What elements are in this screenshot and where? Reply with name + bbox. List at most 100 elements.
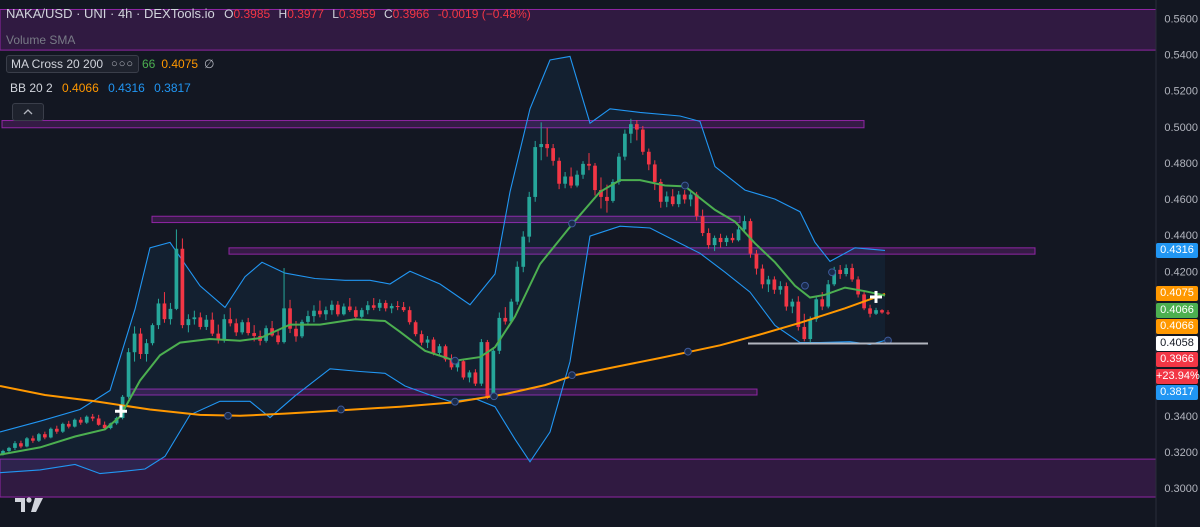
- candle-body: [383, 302, 388, 309]
- candle-body: [216, 333, 221, 340]
- candle-body: [371, 305, 376, 308]
- price-badge: 0.3966: [1156, 352, 1198, 368]
- price-axis-tick: 0.3200: [1164, 447, 1198, 459]
- candle-body: [126, 352, 131, 397]
- candle-body: [19, 443, 23, 447]
- price-badge: 0.4058: [1156, 335, 1198, 351]
- candle-body: [886, 312, 890, 314]
- candle-body: [742, 221, 747, 230]
- candle-body: [425, 339, 430, 343]
- candle-body: [844, 268, 848, 275]
- close-key: C: [383, 7, 393, 21]
- candle-body: [820, 299, 825, 307]
- candle-body: [557, 160, 561, 184]
- candle-body: [43, 434, 47, 438]
- price-badge: 0.4075: [1156, 286, 1198, 302]
- candle-body: [874, 310, 878, 314]
- price-axis-tick: 0.4600: [1164, 194, 1198, 206]
- price-axis-tick: 0.4400: [1164, 230, 1198, 242]
- tradingview-logo[interactable]: [14, 495, 44, 515]
- symbol-title[interactable]: NAKA/USD · UNI · 4h · DEXTools.io: [6, 6, 215, 21]
- candle-body: [551, 148, 555, 161]
- candle-body: [826, 284, 831, 307]
- candle-body: [503, 317, 508, 322]
- candle-body: [210, 319, 215, 334]
- candle-body: [413, 322, 418, 335]
- ma-20-line: [0, 179, 886, 456]
- candle-body: [162, 303, 167, 320]
- tradingview-logo-icon: [15, 497, 43, 512]
- candle-body: [401, 307, 406, 311]
- candle-body: [240, 322, 245, 333]
- cross-dot-marker: [828, 268, 836, 277]
- candle-body: [31, 438, 35, 441]
- candle-body: [90, 416, 95, 419]
- candle-body: [377, 302, 382, 308]
- bollinger-row[interactable]: BB 20 2 0.4066 0.4316 0.3817: [10, 81, 191, 95]
- candle-body: [838, 269, 843, 275]
- candle-body: [629, 124, 633, 134]
- candle-body: [658, 181, 663, 202]
- candle-body: [455, 361, 460, 368]
- candle-body: [850, 268, 854, 280]
- candle-body: [48, 428, 53, 438]
- candle-body: [138, 333, 143, 355]
- candle-body: [294, 328, 298, 337]
- candle-body: [712, 237, 717, 246]
- candle-body: [120, 396, 125, 418]
- candle-body: [527, 196, 532, 237]
- candle-body: [336, 304, 340, 315]
- candle-body: [246, 322, 251, 334]
- candle-body: [700, 216, 705, 234]
- candle-body: [359, 310, 364, 317]
- chevron-up-icon: [23, 109, 33, 115]
- candle-body: [611, 181, 615, 201]
- candle-body: [652, 164, 657, 182]
- candle-body: [784, 286, 789, 307]
- candle-body: [318, 310, 322, 315]
- candle-body: [407, 310, 412, 323]
- high-key: H: [278, 7, 288, 21]
- price-badge: 0.4066: [1156, 302, 1198, 318]
- more-options-icon[interactable]: ○○○: [111, 58, 134, 70]
- candle-body: [37, 434, 41, 441]
- candle-body: [724, 237, 729, 243]
- bollinger-upper-line: [0, 55, 886, 433]
- candle-body: [736, 229, 741, 241]
- candle-body: [60, 423, 65, 432]
- candle-body: [7, 447, 11, 451]
- zone-rect: [151, 215, 741, 224]
- ma-200-line: [0, 292, 886, 417]
- candle-body: [204, 319, 209, 327]
- price-badge: +23.94%: [1156, 368, 1200, 384]
- symbol-row: NAKA/USD · UNI · 4h · DEXTools.io O0.398…: [6, 6, 536, 21]
- candle-body: [688, 194, 693, 200]
- candle-body: [868, 308, 872, 314]
- candle-body: [670, 196, 675, 205]
- candle-body: [515, 266, 520, 302]
- candle-body: [180, 248, 185, 326]
- volume-indicator-label[interactable]: Volume SMA: [6, 33, 76, 47]
- candle-body: [186, 319, 191, 326]
- zone-rect: [228, 247, 1036, 255]
- cross-dot-marker: [490, 392, 498, 401]
- candle-body: [282, 308, 286, 343]
- candle-body: [437, 346, 442, 353]
- price-axis-tick: 0.3400: [1164, 411, 1198, 423]
- candle-body: [509, 301, 514, 322]
- cross-dot-marker: [801, 281, 809, 290]
- collapse-legend-button[interactable]: [12, 103, 44, 121]
- ma-cross-row: MA Cross 20 200 ○○○ 66 0.4075 ∅: [6, 54, 215, 74]
- cross-dot-marker: [451, 356, 459, 365]
- candle-body: [575, 174, 579, 186]
- candle-body: [66, 423, 71, 427]
- candle-body: [13, 443, 17, 448]
- zone-rect: [1, 120, 865, 129]
- ma-cross-indicator[interactable]: MA Cross 20 200 ○○○: [6, 55, 139, 73]
- ma-slow-value: 0.4075: [161, 57, 199, 71]
- candle-body: [587, 163, 591, 166]
- bollinger-lower-value: 0.3817: [154, 81, 191, 95]
- cross-dot-marker: [337, 405, 345, 414]
